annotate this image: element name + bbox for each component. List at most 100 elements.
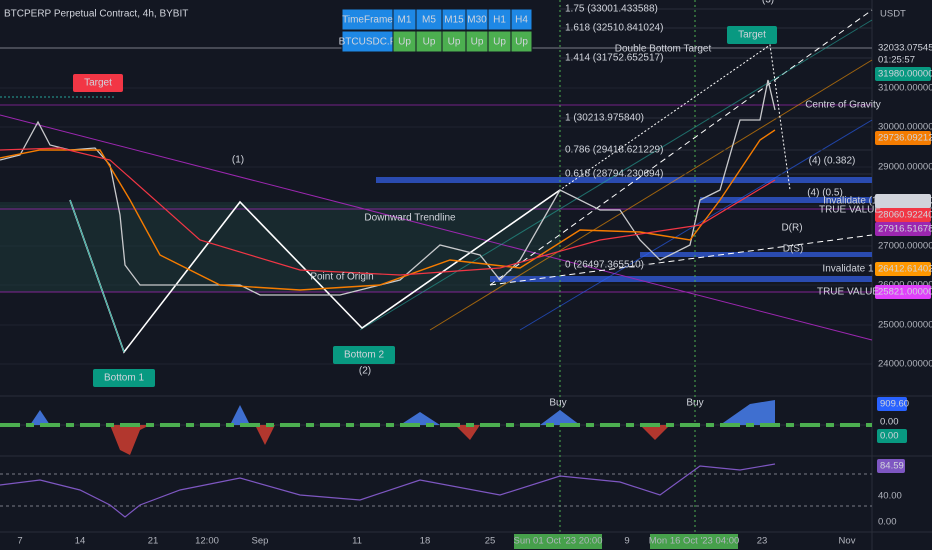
annotation-box [333, 346, 395, 364]
table-header-text: M5 [422, 15, 436, 26]
rsi-tick-label: 40.00 [878, 491, 902, 502]
trendline [0, 114, 873, 341]
channel-line [489, 9, 873, 286]
indicator-tag-bg [877, 459, 905, 473]
table-header-text: H4 [515, 15, 528, 26]
time-tick-label: Nov [839, 536, 856, 547]
table-cell-text: Up [398, 37, 411, 48]
price-tag-bg [875, 67, 931, 81]
time-tick-label: 14 [75, 536, 86, 547]
fib-ray [429, 59, 873, 331]
currency: USDT [880, 9, 906, 20]
zone [490, 276, 872, 282]
table-cell-text: Up [493, 37, 506, 48]
table-header-text: H1 [493, 15, 506, 26]
price-tag: 01:25:57 [878, 55, 915, 66]
fib-label: 1.75 (33001.433588) [565, 4, 658, 15]
price-tick-label: 30000.000000 [878, 122, 932, 133]
annotation-box [73, 74, 123, 92]
annotation: (1) [232, 155, 244, 166]
fib-ray [359, 19, 873, 331]
time-tick-label: 11 [352, 536, 362, 547]
annotation: (4) (0.5) [807, 188, 843, 199]
indicator-tag: 0.00 [880, 417, 899, 428]
table-cell [510, 30, 533, 53]
moving-average [0, 147, 776, 276]
annotation: Double Bottom Target [615, 44, 712, 55]
annotation: D(R) [781, 223, 802, 234]
price-tick-label: 24000.000000 [878, 359, 932, 370]
time-tick-label: 12:00 [195, 536, 219, 547]
annotation: D(S) [783, 244, 804, 255]
annotation-box [93, 369, 155, 387]
table-cell-text: Up [448, 37, 461, 48]
time-tick-label: 18 [420, 536, 431, 547]
wave-leg [69, 199, 125, 353]
table-header-text: M1 [398, 15, 412, 26]
time-highlight [514, 534, 602, 549]
labels: BTCPERP Perpetual Contract, 4h, BYBIT USD… [4, 0, 932, 549]
indicator-tag: 84.59 [880, 461, 904, 472]
fib-label: 0.786 (29418.621229) [565, 145, 663, 156]
indicator-tag: 909.60 [880, 399, 909, 410]
table-cell-text: Up [471, 37, 484, 48]
buy-signal: Buy [549, 398, 566, 409]
annotation: Centre of Gravity [805, 100, 881, 111]
time-tick-label: 9 [624, 536, 629, 547]
annotation: Invalidate 1 [822, 264, 874, 275]
annotation: Bottom 2 [344, 350, 384, 361]
time-tick-label: 23 [757, 536, 768, 547]
fib-label: 0.618 (28794.230694) [565, 169, 663, 180]
table-header-text: TimeFrame [342, 15, 393, 26]
price-tag-bg [875, 194, 931, 208]
channel-line [489, 234, 873, 286]
price-tag-bg [875, 285, 931, 299]
time-tick-label: Sun 01 Oct '23 20:00 [514, 536, 603, 547]
fib-label: 1.414 (31752.652517) [565, 53, 663, 64]
annotation: Invalidate (1) [823, 196, 881, 207]
fib-label: 1.618 (32510.841024) [565, 23, 663, 34]
indicator-tag-bg [877, 415, 907, 429]
price-tag-bg [875, 131, 931, 145]
annotation: (2) [359, 366, 371, 377]
zone [0, 202, 560, 292]
price-tick-label: 31000.000000 [878, 83, 932, 94]
time-highlight [650, 534, 738, 549]
table-header-cell [510, 8, 533, 31]
price-tag: 31980.000000 [878, 69, 932, 80]
zone [700, 197, 872, 203]
price-tag: 28060.922404 [878, 210, 932, 221]
annotation: Point of Origin [310, 272, 373, 283]
price-tag-bg [875, 262, 931, 276]
annotation: Target [738, 30, 766, 41]
annotation: (3) [762, 0, 774, 6]
wave-projection [361, 44, 791, 329]
price-tag-bg [875, 53, 931, 67]
table-cell-text: BTCUSDC.P [339, 37, 397, 48]
annotation: (4) (0.382) [809, 156, 856, 167]
zone [376, 177, 872, 183]
zone [640, 252, 872, 257]
price-tag-bg [875, 208, 931, 222]
indicator-tag: 0.00 [880, 431, 899, 442]
time-tick-label: 7 [17, 536, 22, 547]
chart-title: BTCPERP Perpetual Contract, 4h, BYBIT [4, 9, 188, 20]
indicator-tag-bg [877, 429, 907, 443]
price-tag: 29736.092123 [878, 133, 932, 144]
annotation: Target [84, 78, 112, 89]
price-tag: 25821.000000 [878, 287, 932, 298]
annotation-box [727, 26, 777, 44]
table-cell-text: Up [515, 37, 528, 48]
annotation: Downward Trendline [364, 213, 456, 224]
annotation: TRUE VALUE [817, 287, 879, 298]
fib-lines [560, 8, 872, 266]
time-tick-label: Mon 16 Oct '23 04:00 [649, 536, 740, 547]
table-header-text: M15 [444, 15, 464, 26]
table-cell-text: Up [423, 37, 436, 48]
fib-label: 0 (26497.365510) [565, 260, 644, 271]
price-tick-label: 27000.000000 [878, 241, 932, 252]
price-tag-bg [875, 222, 931, 236]
moving-average [0, 129, 776, 291]
